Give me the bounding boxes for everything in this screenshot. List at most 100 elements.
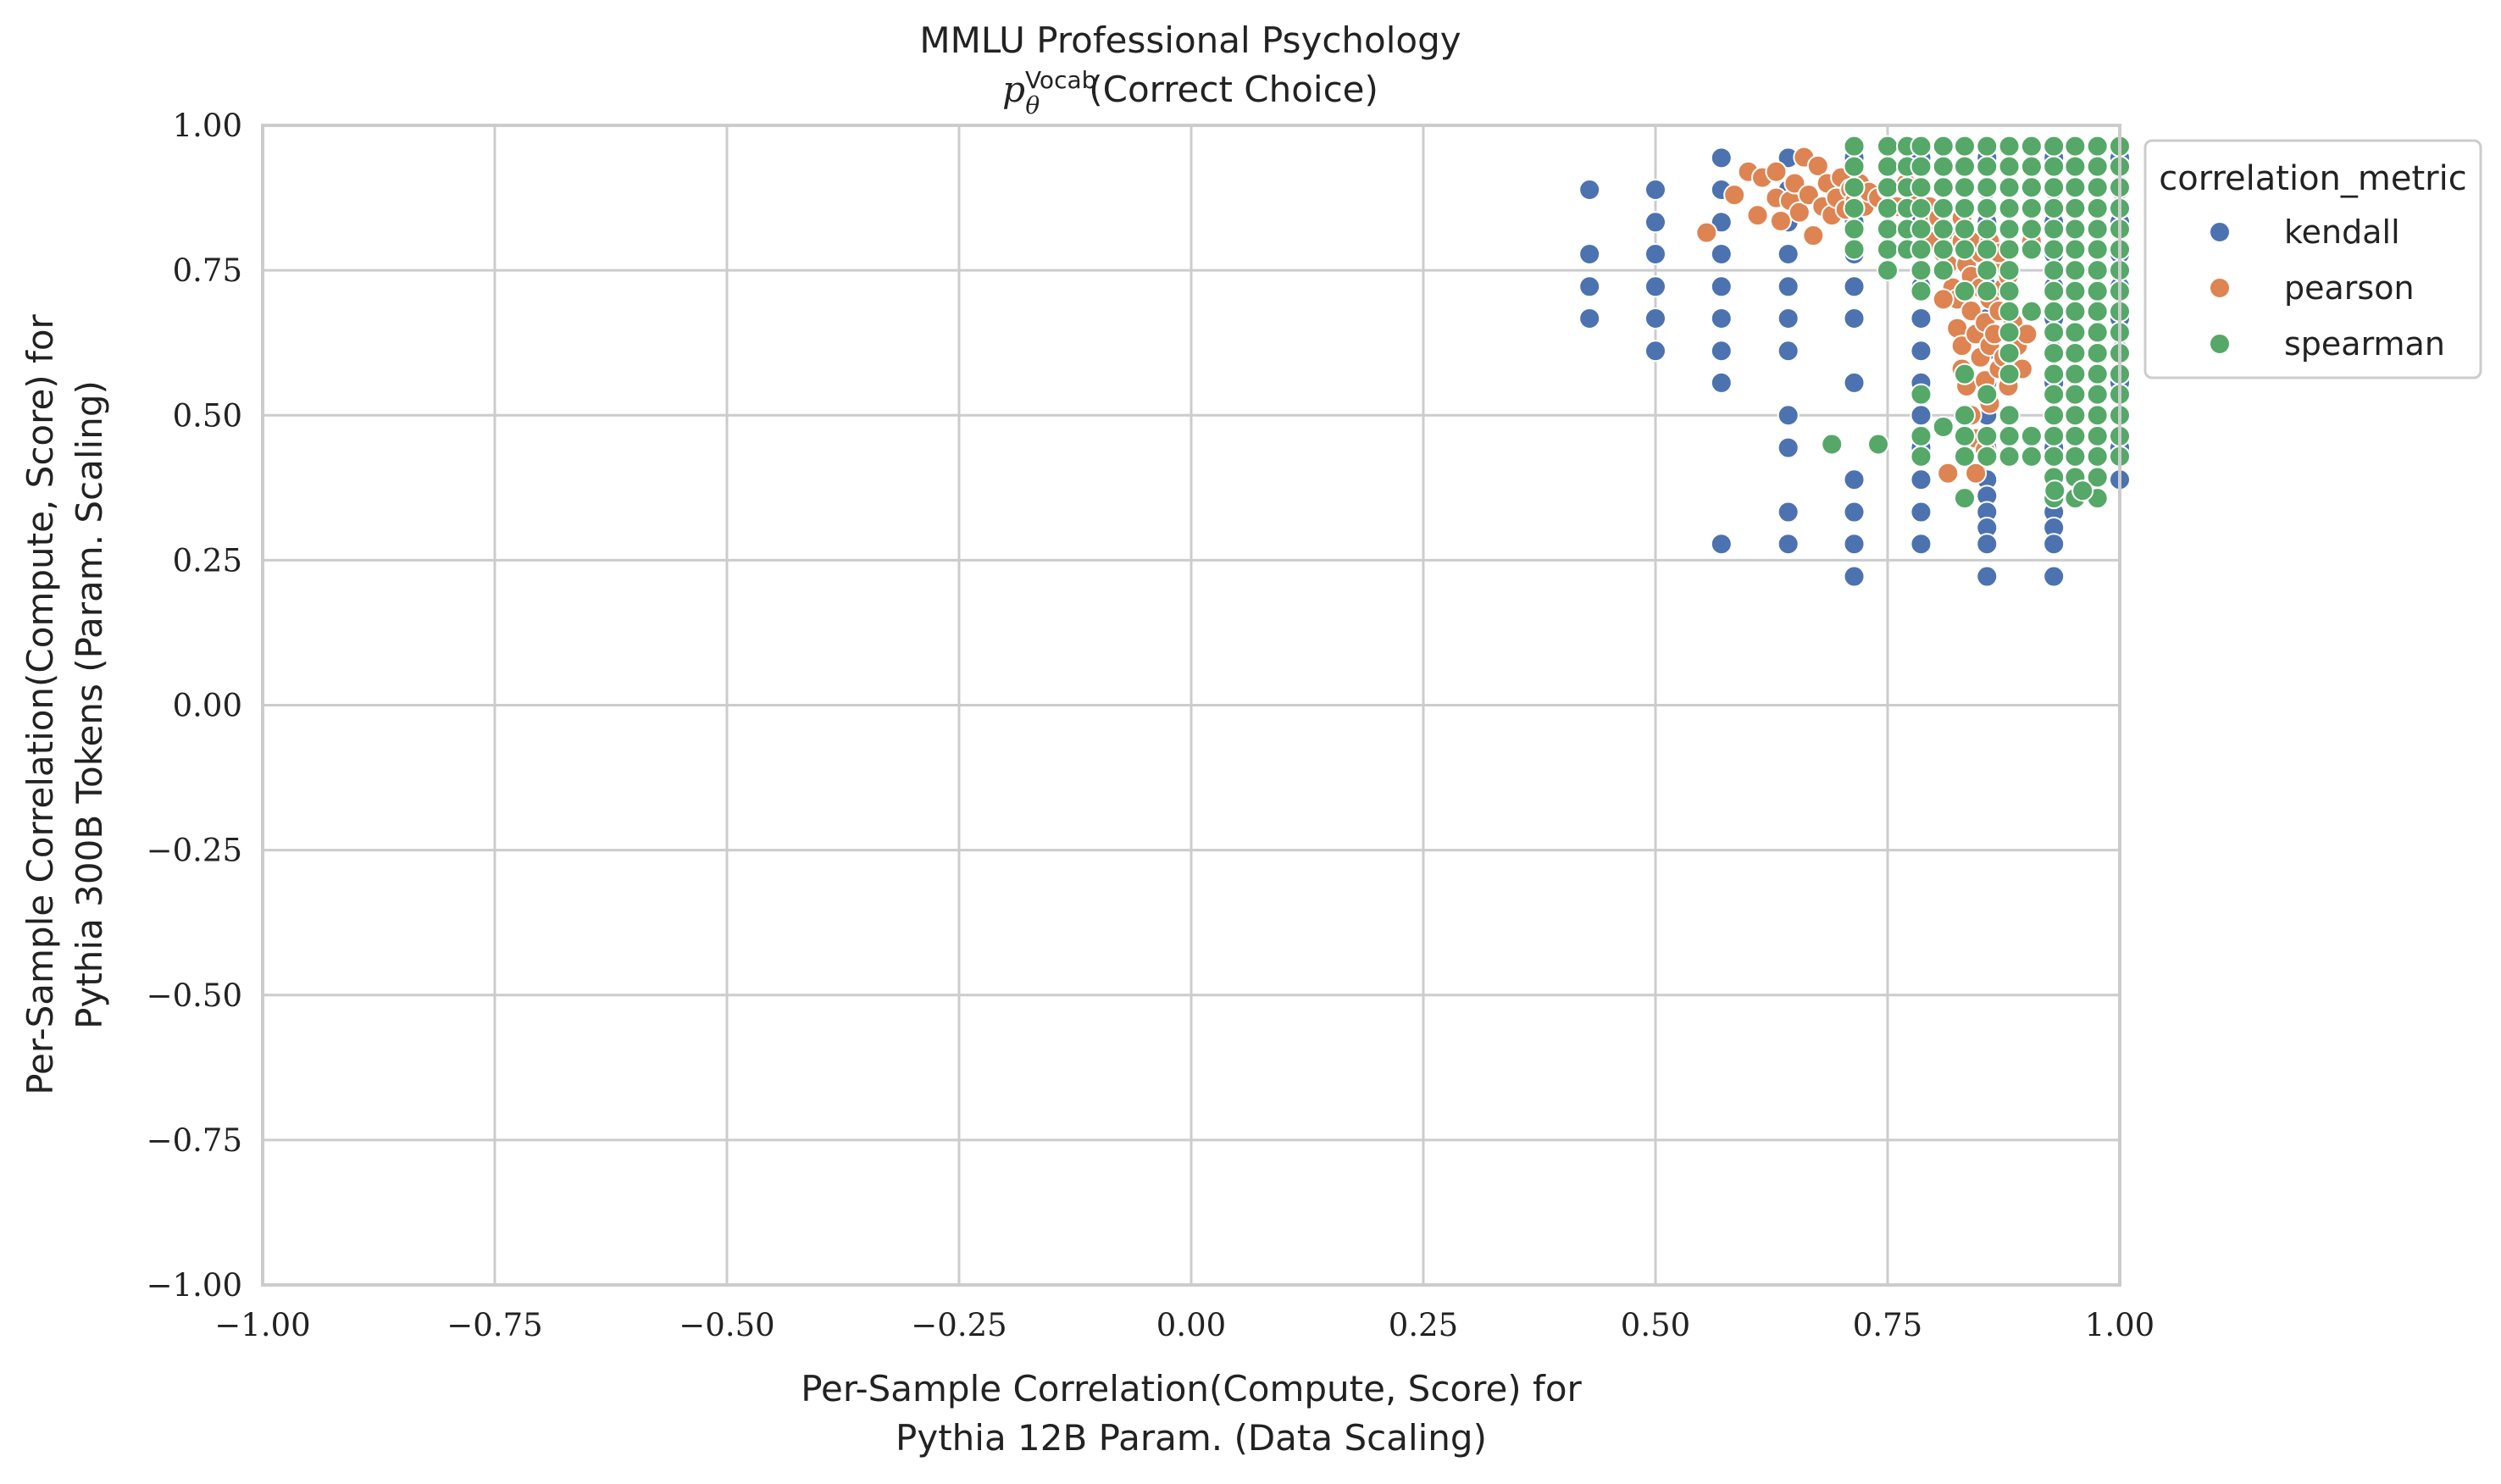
kendall-point <box>1578 275 1601 298</box>
plot-points <box>1578 135 2131 588</box>
spearman-point <box>1953 197 1976 219</box>
spearman-point <box>1910 445 1933 468</box>
x-tick-label: 0.00 <box>1156 1307 1226 1343</box>
y-tick-label: 1.00 <box>173 108 242 144</box>
spearman-point <box>2043 280 2066 302</box>
pearson-point <box>1769 209 1792 232</box>
spearman-point <box>2086 445 2109 468</box>
kendall-point <box>1910 468 1933 491</box>
spearman-point <box>2064 383 2087 406</box>
spearman-point <box>1953 176 1976 199</box>
kendall-point <box>1843 565 1866 588</box>
spearman-point <box>2020 155 2043 178</box>
spearman-point <box>1910 176 1933 199</box>
spearman-point <box>1910 259 1933 282</box>
spearman-point <box>1998 176 2021 199</box>
spearman-point <box>2086 404 2109 427</box>
spearman-point <box>1976 445 1999 468</box>
spearman-point <box>1932 155 1955 178</box>
spearman-point <box>2044 479 2066 502</box>
kendall-point <box>1843 307 1866 329</box>
spearman-point <box>2086 238 2109 261</box>
kendall-point <box>1578 242 1601 265</box>
spearman-point <box>1998 238 2021 261</box>
spearman-point <box>1998 321 2021 344</box>
spearman-point <box>1998 218 2021 241</box>
kendall-point <box>1777 501 1800 523</box>
pearson-point <box>1788 201 1811 224</box>
y-tick-label: 0.50 <box>173 397 242 434</box>
x-tick-label: 0.50 <box>1621 1307 1690 1343</box>
spearman-point <box>2043 383 2066 406</box>
spearman-point <box>2064 363 2087 385</box>
kendall-point <box>1910 340 1933 363</box>
spearman-point <box>2064 238 2087 261</box>
kendall-point <box>1777 436 1800 459</box>
spearman-point <box>1998 300 2021 323</box>
y-tick-label: −0.50 <box>147 977 242 1014</box>
spearman-point <box>2064 280 2087 302</box>
spearman-point <box>1843 135 1866 158</box>
kendall-point <box>1710 211 1733 234</box>
spearman-point <box>1998 404 2021 427</box>
spearman-point <box>1976 197 1999 219</box>
spearman-point <box>2064 259 2087 282</box>
spearman-point <box>2086 321 2109 344</box>
spearman-point <box>1910 155 1933 178</box>
kendall-point <box>1644 340 1666 363</box>
spearman-point <box>2086 218 2109 241</box>
y-tick-label: −0.25 <box>147 833 242 869</box>
kendall-point <box>1578 307 1601 329</box>
spearman-point <box>1910 424 1933 447</box>
y-axis-label-line2: Pythia 300B Tokens (Param. Scaling) <box>69 380 110 1029</box>
spearman-point <box>1953 155 1976 178</box>
spearman-point <box>1877 259 1899 282</box>
legend-label-spearman: spearman <box>2284 325 2445 363</box>
spearman-point <box>2086 424 2109 447</box>
spearman-point <box>1877 176 1899 199</box>
spearman-point <box>1953 238 1976 261</box>
spearman-point <box>2020 300 2043 323</box>
pearson-point <box>1746 204 1769 227</box>
kendall-point <box>1644 307 1666 329</box>
kendall-point <box>1644 275 1666 298</box>
spearman-point <box>1932 218 1955 241</box>
spearman-point <box>1932 176 1955 199</box>
spearman-point <box>2064 218 2087 241</box>
kendall-point <box>1777 340 1800 363</box>
spearman-point <box>1843 197 1866 219</box>
kendall-point <box>1777 404 1800 427</box>
kendall-point <box>1843 501 1866 523</box>
legend-marker-spearman <box>2209 333 2231 355</box>
pearson-point <box>1937 462 1960 485</box>
spearman-point <box>1953 218 1976 241</box>
x-tick-label: −0.75 <box>446 1307 542 1343</box>
spearman-point <box>2043 155 2066 178</box>
kendall-point <box>1644 178 1666 201</box>
spearman-point <box>1953 424 1976 447</box>
y-tick-label: 0.00 <box>173 688 242 724</box>
spearman-point <box>1910 197 1933 219</box>
x-tick-label: −0.50 <box>679 1307 774 1343</box>
kendall-point <box>1710 307 1733 329</box>
kendall-point <box>1710 533 1733 556</box>
spearman-point <box>1976 424 1999 447</box>
kendall-point <box>1976 565 1999 588</box>
y-axis-label-line1: Per-Sample Correlation(Compute, Score) f… <box>19 313 61 1094</box>
legend-label-pearson: pearson <box>2284 269 2415 307</box>
spearman-point <box>2064 321 2087 344</box>
spearman-point <box>2043 445 2066 468</box>
chart-title: MMLU Professional Psychology <box>919 19 1461 61</box>
x-axis-label-line2: Pythia 12B Param. (Data Scaling) <box>896 1417 1487 1459</box>
kendall-point <box>1843 533 1866 556</box>
spearman-point <box>1953 280 1976 302</box>
spearman-point <box>2064 155 2087 178</box>
plot-frame <box>261 124 2121 1287</box>
kendall-point <box>1644 242 1666 265</box>
pearson-point <box>1806 154 1829 177</box>
y-tick-label: 0.25 <box>173 542 242 579</box>
kendall-point <box>1910 404 1933 427</box>
spearman-point <box>2020 135 2043 158</box>
spearman-point <box>1976 280 1999 302</box>
x-tick-labels: −1.00 −0.75 −0.50 −0.25 0.00 0.25 0.50 0.75 1.00 <box>214 1307 2154 1343</box>
